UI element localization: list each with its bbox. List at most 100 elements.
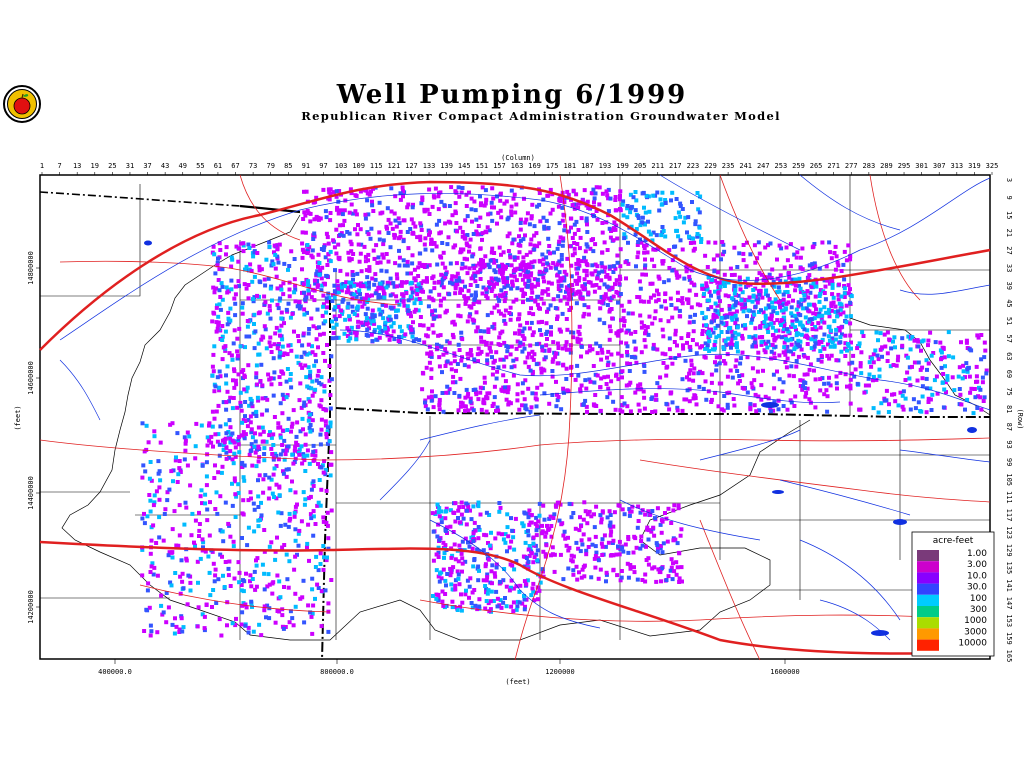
pumping-cell bbox=[566, 192, 571, 197]
pumping-cell bbox=[270, 259, 275, 264]
pumping-cell bbox=[324, 215, 329, 220]
pumping-cell bbox=[907, 365, 912, 370]
pumping-cell bbox=[296, 339, 301, 344]
column-tick-label: 241 bbox=[739, 162, 752, 170]
pumping-cell bbox=[961, 363, 966, 368]
pumping-cell bbox=[870, 378, 875, 383]
pumping-cell bbox=[584, 548, 589, 553]
pumping-cell bbox=[267, 340, 272, 345]
pumping-cell bbox=[215, 263, 220, 268]
pumping-cell bbox=[829, 304, 834, 308]
pumping-cell bbox=[928, 386, 933, 391]
pumping-cell bbox=[490, 372, 495, 377]
pumping-cell bbox=[476, 397, 481, 402]
pumping-cell bbox=[550, 359, 555, 364]
pumping-cell bbox=[489, 250, 494, 255]
pumping-cell bbox=[283, 522, 288, 527]
pumping-cell bbox=[673, 328, 678, 333]
pumping-cell bbox=[197, 510, 201, 515]
pumping-cell bbox=[398, 229, 403, 234]
pumping-cell bbox=[809, 337, 814, 342]
pumping-cell bbox=[619, 569, 624, 573]
pumping-cell bbox=[711, 313, 716, 317]
pumping-cell bbox=[517, 407, 522, 412]
pumping-cell bbox=[599, 295, 604, 300]
pumping-cell bbox=[470, 254, 475, 259]
pumping-cell bbox=[379, 268, 384, 273]
pumping-cell bbox=[628, 361, 633, 366]
pumping-cell bbox=[372, 321, 377, 326]
pumping-cell bbox=[402, 218, 407, 223]
pumping-cell bbox=[511, 237, 516, 242]
pumping-cell bbox=[770, 305, 775, 310]
pumping-cell bbox=[460, 279, 465, 284]
pumping-cell bbox=[602, 282, 607, 287]
pumping-cell bbox=[506, 215, 511, 220]
pumping-cell bbox=[707, 298, 712, 303]
pumping-cell bbox=[383, 320, 388, 325]
pumping-cell bbox=[216, 470, 221, 475]
pumping-cell bbox=[654, 299, 659, 304]
pumping-cell bbox=[797, 283, 801, 288]
row-tick-label: 141 bbox=[1005, 579, 1013, 592]
pumping-cell bbox=[305, 310, 309, 315]
pumping-cell bbox=[590, 542, 595, 547]
pumping-cell bbox=[429, 354, 434, 359]
pumping-cell bbox=[467, 304, 472, 309]
pumping-cell bbox=[204, 483, 209, 488]
pumping-cell bbox=[508, 352, 513, 357]
pumping-cell bbox=[663, 292, 668, 296]
pumping-cell bbox=[242, 282, 247, 287]
pumping-cell bbox=[427, 232, 431, 237]
pumping-cell bbox=[320, 265, 325, 270]
pumping-cell bbox=[239, 583, 244, 587]
pumping-cell bbox=[884, 388, 889, 393]
pumping-cell bbox=[185, 430, 190, 435]
pumping-cell bbox=[336, 335, 341, 340]
pumping-cell bbox=[477, 606, 482, 611]
pumping-cell bbox=[319, 487, 324, 492]
pumping-cell bbox=[377, 307, 382, 312]
pumping-cell bbox=[301, 403, 306, 408]
pumping-cell bbox=[214, 320, 219, 325]
pumping-cell bbox=[307, 426, 312, 430]
x-tick-label: 1600000 bbox=[770, 668, 800, 676]
pumping-cell bbox=[464, 588, 468, 593]
pumping-cell bbox=[324, 435, 329, 440]
pumping-cell bbox=[520, 333, 525, 338]
pumping-cell bbox=[455, 362, 460, 366]
pumping-cell bbox=[777, 289, 782, 294]
pumping-cell bbox=[321, 293, 326, 298]
pumping-cell bbox=[678, 314, 683, 319]
pumping-cell bbox=[277, 375, 282, 380]
pumping-cell bbox=[262, 452, 267, 456]
pumping-cell bbox=[535, 244, 540, 249]
pumping-cell bbox=[839, 349, 844, 354]
pumping-cell bbox=[507, 231, 512, 236]
pumping-cell bbox=[725, 374, 730, 379]
pumping-cell bbox=[553, 354, 558, 359]
pumping-cell bbox=[466, 364, 471, 369]
pumping-cell bbox=[514, 357, 519, 362]
pumping-cell bbox=[483, 188, 488, 193]
pumping-cell bbox=[496, 296, 501, 300]
pumping-cell bbox=[395, 299, 400, 304]
pumping-cell bbox=[545, 287, 550, 292]
pumping-cell bbox=[485, 572, 490, 577]
pumping-cell bbox=[276, 510, 281, 515]
pumping-cell bbox=[504, 604, 509, 609]
pumping-cell bbox=[526, 547, 531, 552]
pumping-cell bbox=[536, 519, 541, 524]
column-tick-label: 61 bbox=[214, 162, 222, 170]
pumping-cell bbox=[582, 268, 587, 273]
pumping-cell bbox=[587, 348, 592, 353]
pumping-cell bbox=[211, 588, 216, 592]
pumping-cell bbox=[518, 272, 523, 277]
pumping-cell bbox=[554, 379, 558, 384]
pumping-cell bbox=[517, 331, 522, 336]
pumping-cell bbox=[555, 398, 560, 403]
pumping-cell bbox=[705, 265, 710, 269]
pumping-cell bbox=[422, 264, 427, 269]
pumping-cell bbox=[608, 553, 613, 558]
pumping-cell bbox=[766, 396, 771, 401]
